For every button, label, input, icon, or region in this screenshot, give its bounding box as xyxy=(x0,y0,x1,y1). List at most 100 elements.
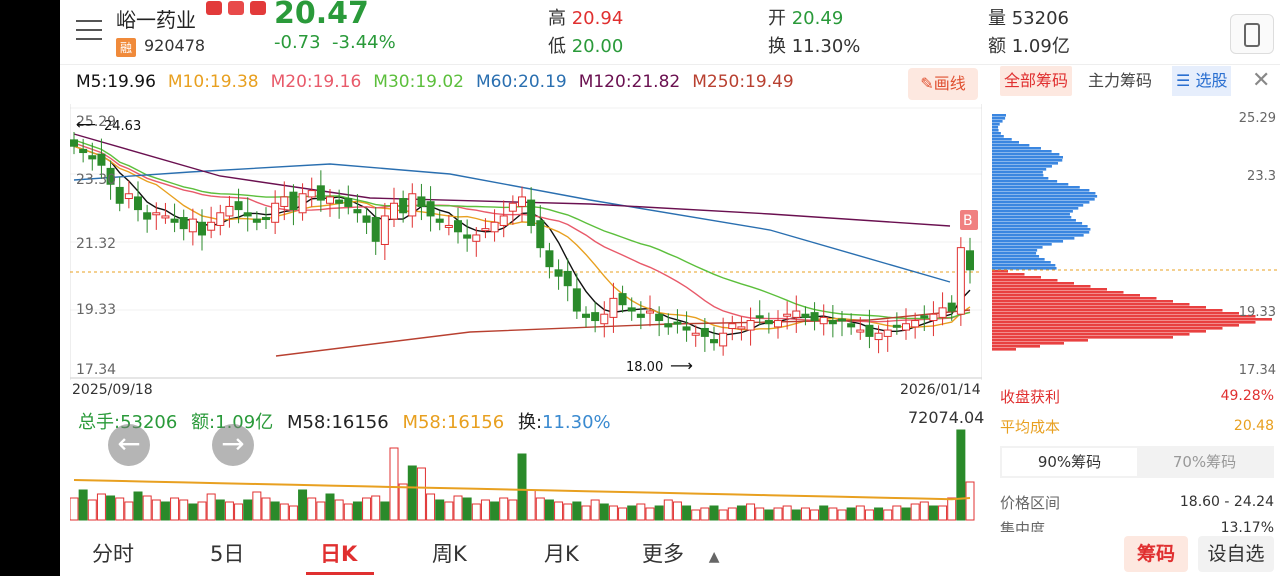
volume-bar xyxy=(87,499,97,521)
tab-monthly-k[interactable]: 月K xyxy=(544,542,579,566)
chip-bar xyxy=(992,150,1052,153)
candle-body xyxy=(298,193,307,214)
ma-legend-item: M120:21.82 xyxy=(578,72,681,92)
chip-bar xyxy=(992,159,1063,162)
chip-bar xyxy=(992,237,1075,240)
chip-bar xyxy=(992,123,1000,126)
candle-body xyxy=(600,313,609,325)
ma-legend-item: M60:20.19 xyxy=(476,72,567,92)
next-arrow-button[interactable]: → xyxy=(212,424,254,466)
volume-bar xyxy=(508,499,518,521)
volume-bar xyxy=(535,497,545,521)
candle-body xyxy=(490,221,499,233)
candle-body xyxy=(152,212,161,216)
tab-daily-k[interactable]: 日K xyxy=(320,542,358,566)
candle-body xyxy=(911,320,920,328)
volume-bar xyxy=(142,495,152,521)
chip-bar xyxy=(992,189,1090,192)
volume-bar xyxy=(700,507,710,521)
volume-bar xyxy=(179,499,189,521)
menu-icon[interactable] xyxy=(76,20,102,40)
axis-label: 23.30 xyxy=(76,172,116,188)
add-watchlist-button[interactable]: 设自选 xyxy=(1198,536,1274,572)
candle-body xyxy=(892,324,901,328)
volume-bar xyxy=(234,503,244,521)
chip-axis-label: 19.33 xyxy=(1239,305,1276,320)
chip-bar xyxy=(992,177,1049,180)
candle-body xyxy=(262,217,270,221)
volume-bar xyxy=(444,501,454,521)
candle-body xyxy=(280,196,289,207)
tag-icon xyxy=(228,1,244,15)
volume-bar xyxy=(526,489,536,521)
volume-bar xyxy=(718,509,728,521)
candle-body xyxy=(856,329,865,333)
volume-bar xyxy=(773,507,783,521)
chips-button[interactable]: 筹码 xyxy=(1124,536,1188,572)
volume-bar xyxy=(608,505,618,521)
tab-main-chips[interactable]: 主力筹码 xyxy=(1088,71,1153,90)
tab-weekly-k[interactable]: 周K xyxy=(432,542,467,566)
tab-more[interactable]: 更多 ▲ xyxy=(642,542,720,566)
chip-bar xyxy=(992,315,1256,318)
stock-name: 峪一药业 xyxy=(116,8,196,32)
chip-bar xyxy=(992,132,1001,135)
chip-bar xyxy=(992,192,1096,195)
candle-body xyxy=(143,212,152,220)
volume-bar xyxy=(371,495,381,521)
active-tab-underline xyxy=(306,572,374,575)
prev-arrow-button[interactable]: ← xyxy=(108,424,150,466)
chip-bar xyxy=(992,243,1052,246)
candle-body xyxy=(106,167,115,185)
candle-body xyxy=(70,139,78,147)
kline-chart[interactable]: 25.29 23.30 21.32 19.33 17.34 ⟵ 24.63 18… xyxy=(70,104,982,404)
seg-70[interactable]: 70%筹码 xyxy=(1172,453,1237,471)
max-price-marker: ⟵ xyxy=(76,117,96,133)
candle-body xyxy=(792,310,801,318)
device-switch-button[interactable] xyxy=(1230,14,1274,54)
volume-bar xyxy=(170,497,180,521)
candle-body xyxy=(664,323,673,328)
candle-body xyxy=(554,269,563,277)
volume-max-label: 72074.04 xyxy=(908,408,985,427)
candle-body xyxy=(271,202,280,223)
price-change: -0.73 -3.44% xyxy=(274,32,396,53)
chip-bar xyxy=(992,147,1041,150)
candle-body xyxy=(353,209,362,214)
tab-stock-picker[interactable]: ☰ 选股 xyxy=(1172,66,1232,96)
chip-bar xyxy=(992,288,1107,291)
volume-bar xyxy=(544,499,554,521)
close-icon[interactable]: ✕ xyxy=(1252,68,1271,93)
volume-bar xyxy=(563,503,573,521)
volume-bar xyxy=(965,481,975,521)
volume-bar xyxy=(709,505,719,521)
candle-body xyxy=(582,313,590,318)
tab-all-chips[interactable]: 全部筹码 xyxy=(1000,66,1073,96)
chip-distribution-chart: 25.29 23.3 19.33 17.34 xyxy=(992,111,1280,378)
buy-marker-box xyxy=(960,210,978,230)
axis-label: 25.29 xyxy=(76,114,116,130)
open-quote: 开 20.49 xyxy=(768,8,844,29)
volume-bar xyxy=(288,505,298,521)
chip-bar xyxy=(992,135,1004,138)
chip-bar xyxy=(992,228,1091,231)
volume-bar xyxy=(819,505,829,521)
tab-intraday[interactable]: 分时 xyxy=(92,542,134,566)
candle-body xyxy=(243,212,252,217)
seg-90[interactable]: 90%筹码 xyxy=(1002,448,1137,476)
volume-bar xyxy=(581,505,591,521)
candle-body xyxy=(79,148,88,154)
volume-bar xyxy=(864,509,874,521)
candle-body xyxy=(115,186,124,204)
chip-bar xyxy=(992,285,1091,288)
candle-body xyxy=(527,199,536,226)
draw-line-button[interactable]: ✎画线 xyxy=(908,68,978,100)
chip-bar xyxy=(992,327,1223,330)
volume-bar xyxy=(636,503,646,521)
candle-body xyxy=(847,323,856,328)
volume-chart[interactable] xyxy=(70,428,982,522)
tab-5day[interactable]: 5日 xyxy=(210,542,245,566)
chip-bar xyxy=(992,186,1080,189)
candle-body xyxy=(508,202,517,212)
candle-body xyxy=(819,316,828,325)
